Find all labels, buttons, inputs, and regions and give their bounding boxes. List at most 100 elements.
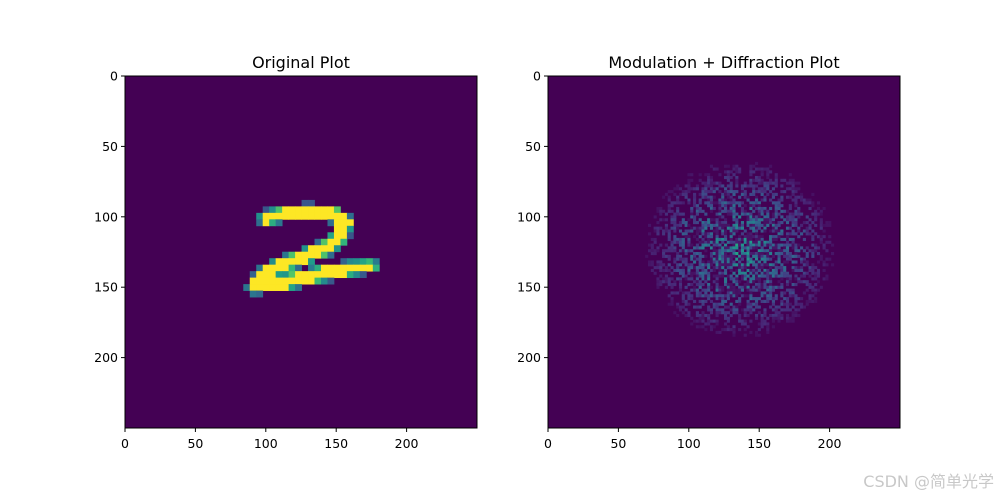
pixel <box>262 212 270 220</box>
pixel <box>282 284 290 291</box>
pixel <box>766 330 770 334</box>
pixel <box>777 316 781 320</box>
pixel <box>771 316 775 320</box>
pixel <box>740 223 745 227</box>
pixel <box>740 226 745 230</box>
pixel <box>704 299 708 303</box>
pixel <box>715 308 719 312</box>
pixel <box>785 181 790 185</box>
pixel <box>822 235 826 239</box>
pixel <box>715 263 719 267</box>
pixel <box>718 190 722 194</box>
pixel <box>687 240 691 244</box>
pixel <box>698 263 702 267</box>
pixel <box>754 240 759 244</box>
pixel <box>673 268 677 273</box>
pixel <box>695 246 699 250</box>
pixel <box>684 249 688 253</box>
pixel <box>690 254 694 258</box>
pixel <box>681 246 685 250</box>
pixel <box>667 263 671 267</box>
pixel <box>766 299 770 303</box>
pixel <box>766 274 770 278</box>
pixel <box>269 258 277 266</box>
pixel <box>327 232 335 240</box>
pixel <box>754 206 759 211</box>
pixel <box>749 223 753 227</box>
pixel <box>726 305 730 309</box>
pixel <box>797 268 801 273</box>
pixel <box>797 212 801 216</box>
pixel <box>754 299 759 303</box>
pixel <box>664 285 668 289</box>
pixel <box>732 229 736 233</box>
pixel <box>769 170 773 174</box>
pixel <box>718 201 722 205</box>
pixel <box>754 268 759 273</box>
pixel <box>757 288 761 292</box>
pixel <box>769 246 773 250</box>
pixel <box>743 308 747 312</box>
pixel <box>732 294 736 298</box>
pixel <box>732 243 736 247</box>
pixel <box>664 192 668 196</box>
pixel <box>769 313 773 318</box>
pixel <box>743 313 747 318</box>
pixel <box>333 219 341 227</box>
pixel <box>771 181 775 185</box>
pixel <box>752 246 756 250</box>
pixel <box>678 288 683 292</box>
pixel <box>732 260 736 264</box>
pixel <box>797 243 801 247</box>
pixel <box>774 223 778 227</box>
pixel <box>673 229 677 233</box>
pixel <box>794 249 798 253</box>
pixel <box>712 305 716 309</box>
pixel <box>656 285 660 289</box>
pixel <box>664 212 668 216</box>
pixel <box>698 198 702 202</box>
pixel <box>825 223 829 227</box>
pixel <box>724 175 728 180</box>
pixel <box>808 198 812 202</box>
pixel <box>791 282 795 287</box>
pixel <box>749 305 753 309</box>
pixel <box>749 167 753 171</box>
pixel <box>340 219 348 227</box>
pixel <box>653 252 657 256</box>
pixel <box>701 192 705 196</box>
pixel <box>743 240 747 244</box>
pixel <box>269 277 277 285</box>
pixel <box>808 223 812 227</box>
pixel <box>698 305 702 309</box>
pixel <box>684 291 688 295</box>
pixel <box>707 232 711 236</box>
pixel <box>673 260 677 264</box>
pixel <box>828 235 832 239</box>
pixel <box>721 252 725 256</box>
pixel <box>695 282 699 287</box>
pixel <box>805 201 809 205</box>
pixel <box>816 206 821 211</box>
pixel <box>721 232 725 236</box>
pixel <box>707 305 711 309</box>
pixel <box>794 198 798 202</box>
pixel <box>678 271 683 275</box>
pixel <box>738 297 742 301</box>
pixel <box>740 285 745 289</box>
pixel <box>766 328 770 332</box>
pixel <box>777 212 781 216</box>
pixel <box>749 243 753 247</box>
pixel <box>667 195 671 199</box>
pixel <box>664 266 668 270</box>
pixel <box>662 209 666 213</box>
pixel <box>802 305 806 309</box>
pixel <box>738 302 742 306</box>
pixel <box>760 316 764 320</box>
pixel <box>681 274 685 278</box>
pixel <box>816 260 821 264</box>
pixel <box>673 212 677 216</box>
pixel <box>295 258 302 266</box>
pixel <box>738 291 742 295</box>
pixel <box>794 254 798 258</box>
